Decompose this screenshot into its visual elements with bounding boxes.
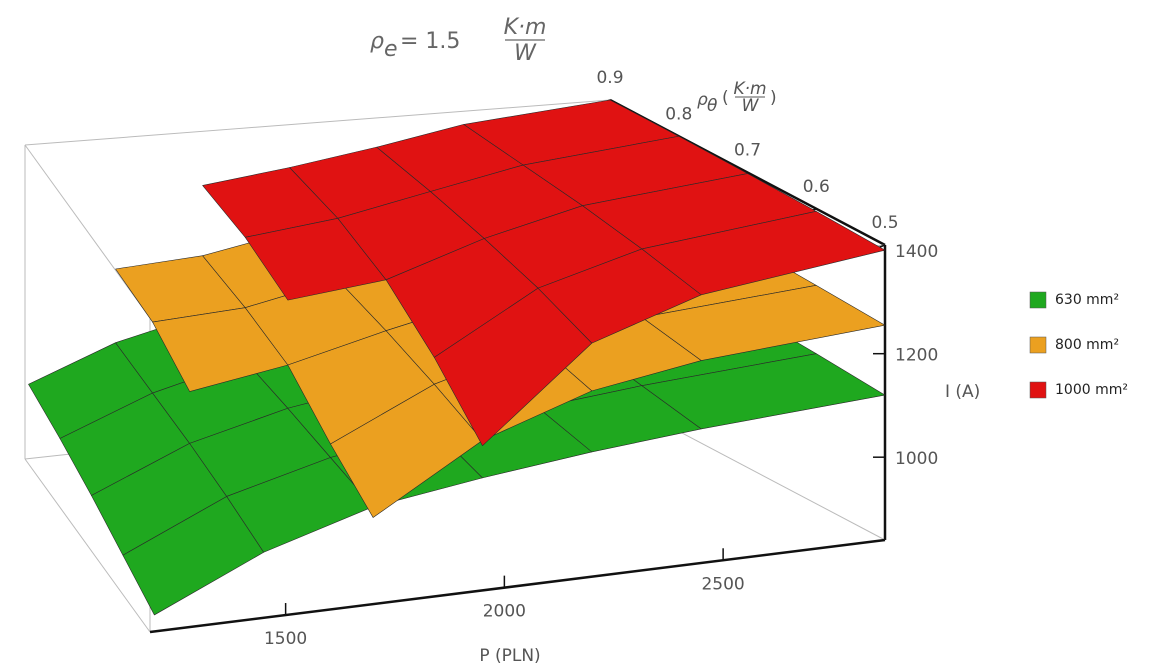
- axis-line: [149, 538, 886, 634]
- x-axis-label: P (PLN): [479, 646, 540, 666]
- y-tick-label: 0.5: [871, 213, 898, 233]
- box-edge: [24, 144, 151, 319]
- z-axis-label: I (A): [945, 382, 980, 402]
- title-subscript: e: [384, 37, 398, 62]
- legend: 630 mm² 800 mm² 1000 mm²: [1029, 291, 1128, 399]
- legend-label: 1000 mm²: [1055, 382, 1128, 398]
- legend-label: 630 mm²: [1055, 292, 1119, 308]
- z-tick-label: 1400: [895, 242, 938, 262]
- y-tick-label: 0.9: [596, 68, 623, 88]
- y-axis-label: ρ θ ( K·m W ): [697, 79, 777, 116]
- legend-swatch: [1029, 336, 1047, 354]
- z-tick-label: 1000: [895, 449, 938, 469]
- y-tick-label: 0.7: [734, 141, 761, 161]
- x-tick-label: 2500: [701, 574, 744, 594]
- y-label-paren: ): [770, 88, 777, 108]
- y-label-denominator: W: [742, 96, 760, 116]
- legend-label: 800 mm²: [1055, 337, 1119, 353]
- x-tick-label: 2000: [483, 602, 526, 622]
- box-edge: [24, 458, 151, 633]
- z-tick-label: 1200: [895, 346, 938, 366]
- title-symbol: ρ: [370, 29, 384, 54]
- title-numerator: K·m: [504, 15, 547, 40]
- y-label-numerator: K·m: [733, 79, 766, 99]
- surface-patch: [641, 285, 886, 361]
- legend-swatch: [1029, 291, 1047, 309]
- title-equals: = 1.5: [400, 29, 460, 54]
- y-label-paren: (: [722, 88, 729, 108]
- surface-patch: [641, 211, 886, 296]
- chart-title: ρ e = 1.5 K·m W: [370, 15, 546, 66]
- title-denominator: W: [514, 41, 537, 66]
- y-label-symbol: ρ: [697, 90, 708, 110]
- surfaces: [28, 99, 886, 616]
- y-tick-label: 0.6: [803, 177, 830, 197]
- legend-swatch: [1029, 381, 1047, 399]
- y-label-subscript: θ: [707, 96, 718, 116]
- x-tick-label: 1500: [264, 629, 307, 649]
- y-tick-label: 0.8: [665, 104, 692, 124]
- box-edge: [24, 99, 611, 146]
- surface-patch: [641, 353, 886, 430]
